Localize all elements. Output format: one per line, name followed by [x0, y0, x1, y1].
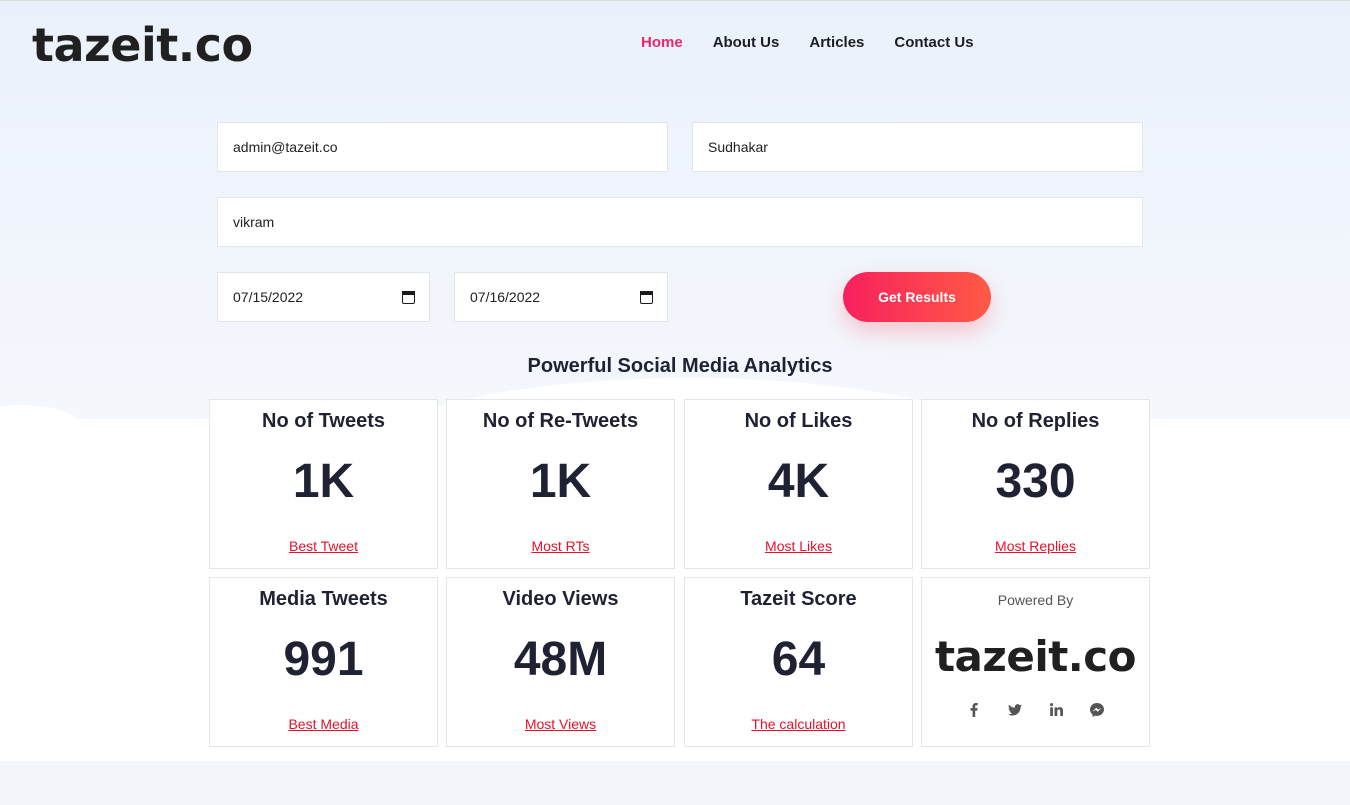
keyword-input-value: vikram: [233, 214, 275, 230]
powered-by-logo[interactable]: tazeit.co: [934, 632, 1137, 681]
card-value: 1K: [292, 455, 355, 508]
most-views-link[interactable]: Most Views: [524, 716, 597, 732]
stat-card-likes: No of Likes 4K Most Likes: [684, 399, 913, 569]
card-value: 48M: [513, 633, 608, 686]
messenger-icon[interactable]: [1090, 702, 1105, 717]
nav-articles[interactable]: Articles: [809, 34, 865, 51]
card-value: 64: [771, 633, 826, 686]
card-title: Tazeit Score: [740, 588, 857, 610]
stat-card-replies: No of Replies 330 Most Replies: [921, 399, 1150, 569]
powered-by-card: Powered By tazeit.co: [921, 577, 1150, 747]
site-logo[interactable]: tazeit.co: [32, 18, 253, 72]
most-replies-link[interactable]: Most Replies: [995, 538, 1076, 554]
card-title: No of Tweets: [262, 410, 385, 432]
card-title: No of Likes: [744, 410, 853, 432]
email-input-value: admin@tazeit.co: [233, 139, 338, 155]
card-title: Media Tweets: [259, 588, 388, 610]
nav-about-us[interactable]: About Us: [712, 34, 780, 51]
the-calculation-link[interactable]: The calculation: [751, 716, 846, 732]
stat-card-tweets: No of Tweets 1K Best Tweet: [209, 399, 438, 569]
card-value: 330: [995, 455, 1076, 508]
calendar-icon[interactable]: [640, 290, 653, 304]
section-title: Powerful Social Media Analytics: [527, 355, 833, 377]
twitter-icon[interactable]: [1008, 702, 1023, 717]
most-likes-link[interactable]: Most Likes: [765, 538, 832, 554]
email-input[interactable]: admin@tazeit.co: [217, 122, 668, 172]
social-links: [922, 702, 1149, 717]
start-date-input[interactable]: 07/15/2022: [217, 272, 430, 322]
end-date-input[interactable]: 07/16/2022: [454, 272, 668, 322]
best-tweet-link[interactable]: Best Tweet: [288, 538, 358, 554]
card-value: 1K: [529, 455, 592, 508]
stat-card-retweets: No of Re-Tweets 1K Most RTs: [446, 399, 675, 569]
nav-home[interactable]: Home: [641, 34, 683, 51]
end-date-value: 07/16/2022: [470, 289, 541, 305]
stat-card-video-views: Video Views 48M Most Views: [446, 577, 675, 747]
facebook-icon[interactable]: [967, 702, 982, 717]
card-title: Video Views: [502, 588, 619, 610]
card-title: No of Re-Tweets: [482, 410, 639, 432]
most-rts-link[interactable]: Most RTs: [531, 538, 590, 554]
name-input-value: Sudhakar: [708, 139, 768, 155]
keyword-input[interactable]: vikram: [217, 197, 1143, 247]
calendar-icon[interactable]: [402, 290, 415, 304]
name-input[interactable]: Sudhakar: [692, 122, 1143, 172]
get-results-button[interactable]: Get Results: [843, 272, 991, 322]
stat-card-media-tweets: Media Tweets 991 Best Media: [209, 577, 438, 747]
linkedin-icon[interactable]: [1049, 702, 1064, 717]
stat-card-tazeit-score: Tazeit Score 64 The calculation: [684, 577, 913, 747]
card-value: 991: [283, 633, 364, 686]
start-date-value: 07/15/2022: [233, 289, 304, 305]
powered-by-label: Powered By: [997, 592, 1074, 608]
main-nav: Home About Us Articles Contact Us: [641, 34, 974, 51]
card-title: No of Replies: [971, 410, 1100, 432]
nav-contact-us[interactable]: Contact Us: [894, 34, 974, 51]
card-value: 4K: [767, 455, 830, 508]
top-border: [0, 0, 1350, 1]
best-media-link[interactable]: Best Media: [288, 716, 359, 732]
